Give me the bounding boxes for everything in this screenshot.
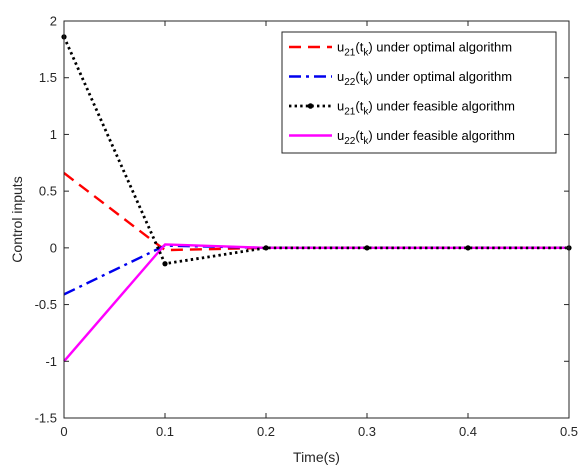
legend-label-part: 22 — [344, 77, 356, 88]
series-22-solid — [63, 243, 569, 363]
x-tick-label: 0.2 — [257, 424, 275, 439]
legend-label-part: ) under feasible algorithm — [368, 99, 515, 114]
legend-entry: u21(tk) under optimal algorithm — [289, 40, 512, 59]
x-tick-label: 0.4 — [459, 424, 477, 439]
data-point — [364, 245, 370, 251]
x-tick-label: 0.5 — [560, 424, 578, 439]
x-tick-label: 0.3 — [358, 424, 376, 439]
legend-label: u22(tk) under feasible algorithm — [337, 128, 515, 147]
plot-area-frame — [63, 20, 570, 419]
y-tick-label: 0.5 — [39, 184, 57, 199]
legend-label-part: (t — [355, 40, 363, 55]
legend-label-part: k — [363, 107, 369, 118]
data-point — [263, 245, 269, 251]
legend-entry: u21(tk) under feasible algorithm — [289, 99, 515, 118]
series-21-dotted-marker — [61, 34, 572, 267]
legend-entry: u22(tk) under optimal algorithm — [289, 69, 512, 88]
x-tick-label: 0.1 — [156, 424, 174, 439]
legend-label: u21(tk) under feasible algorithm — [337, 99, 515, 118]
series-line — [63, 244, 569, 296]
legend-marker — [307, 103, 314, 109]
legend-label-part: 21 — [344, 107, 356, 118]
data-point — [162, 261, 168, 267]
legend-label-part: ) under optimal algorithm — [368, 40, 512, 55]
legend-label-part: (t — [355, 128, 363, 143]
legend-label-part: 22 — [344, 136, 356, 147]
legend-label-part: k — [363, 48, 369, 59]
y-tick-label: 2 — [50, 14, 57, 29]
legend-entry: u22(tk) under feasible algorithm — [289, 128, 515, 147]
legend-label-part: ) under optimal algorithm — [368, 69, 512, 84]
x-tick-label: 0 — [60, 424, 67, 439]
y-tick-label: 1 — [50, 127, 57, 142]
legend-label-part: k — [363, 136, 369, 147]
data-point — [465, 245, 471, 251]
y-tick-label: -0.5 — [35, 297, 57, 312]
legend-label-part: ) under feasible algorithm — [368, 128, 515, 143]
legend-label-part: u — [337, 99, 344, 114]
axis-ticks — [63, 20, 570, 419]
series-line — [63, 172, 569, 252]
series-22-dashdot — [63, 244, 569, 296]
y-axis-label: Control inputs — [9, 176, 25, 262]
y-tick-label: -1 — [45, 354, 57, 369]
x-axis-label: Time(s) — [293, 449, 340, 465]
y-tick-label: 0 — [50, 240, 57, 255]
legend-box — [281, 31, 557, 154]
series-21-dashed — [63, 172, 569, 252]
legend-label-part: u — [337, 128, 344, 143]
legend-label-part: u — [337, 40, 344, 55]
y-tick-label: 1.5 — [39, 70, 57, 85]
legend-label-part: (t — [355, 99, 363, 114]
series-layer — [61, 34, 572, 363]
legend-label: u22(tk) under optimal algorithm — [337, 69, 512, 88]
tick-labels: 0 0.1 0.2 0.3 0.4 0.5 -1.5 -1 -0.5 0 0.5 1 1.5 2 — [35, 14, 578, 440]
legend-label-part: (t — [355, 69, 363, 84]
legend-label: u21(tk) under optimal algorithm — [337, 40, 512, 59]
legend-label-part: k — [363, 77, 369, 88]
legend-label-part: 21 — [344, 48, 356, 59]
y-tick-label: -1.5 — [35, 411, 57, 426]
legend-label-part: u — [337, 69, 344, 84]
series-line — [63, 243, 569, 363]
